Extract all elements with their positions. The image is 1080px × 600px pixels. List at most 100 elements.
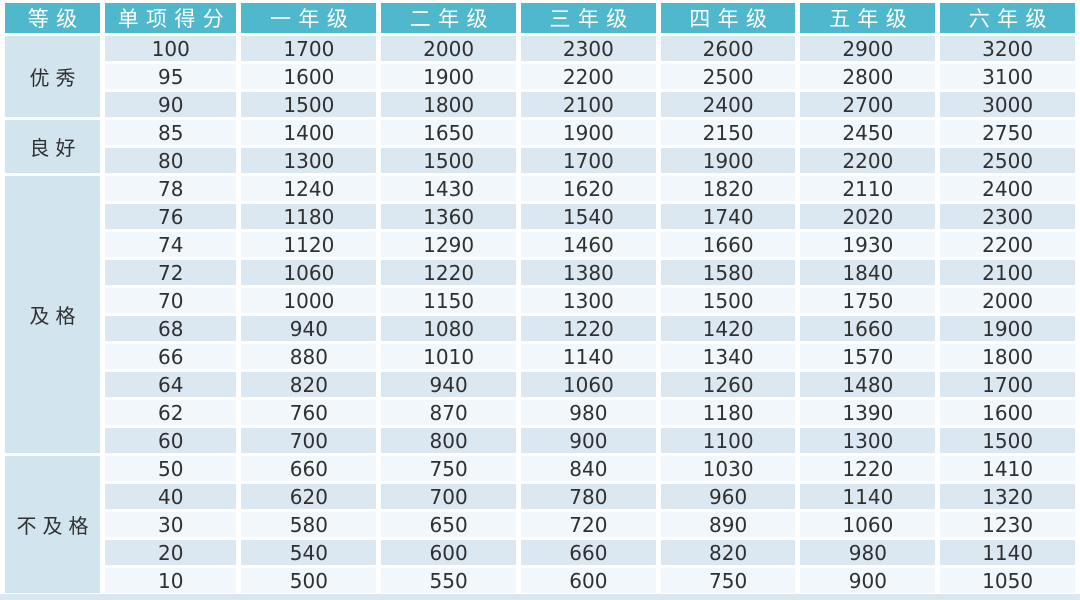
score-cell: 72 bbox=[99, 257, 242, 288]
table-row: 72 1060 1220 1380 1580 1840 2100 bbox=[3, 257, 1080, 288]
value-cell: 840 bbox=[515, 453, 661, 484]
value-cell: 1320 bbox=[935, 481, 1080, 512]
column-header-2: 单项得分 bbox=[99, 0, 242, 36]
grade-level-cell: 及格 bbox=[0, 173, 105, 456]
value-cell: 800 bbox=[376, 425, 521, 456]
score-cell: 90 bbox=[99, 89, 242, 120]
table-row: 66 880 1010 1140 1340 1570 1800 bbox=[3, 341, 1080, 372]
value-cell: 1140 bbox=[935, 537, 1080, 568]
value-cell: 1500 bbox=[935, 425, 1080, 456]
value-cell: 1600 bbox=[935, 397, 1080, 428]
value-cell: 3100 bbox=[935, 61, 1080, 92]
score-cell: 10 bbox=[99, 565, 242, 596]
score-cell: 40 bbox=[99, 481, 242, 512]
table-row: 不及格 50 660 750 840 1030 1220 1410 bbox=[0, 453, 1080, 596]
value-cell: 2200 bbox=[935, 229, 1080, 260]
score-cell: 76 bbox=[99, 201, 242, 232]
value-cell: 2750 bbox=[935, 117, 1080, 148]
score-cell: 62 bbox=[99, 397, 242, 428]
value-cell: 2800 bbox=[795, 61, 941, 92]
value-cell: 1180 bbox=[236, 201, 382, 232]
value-cell: 1100 bbox=[655, 425, 801, 456]
value-cell: 760 bbox=[236, 397, 382, 428]
value-cell: 2100 bbox=[935, 257, 1080, 288]
value-cell: 1900 bbox=[515, 117, 661, 148]
value-cell: 1900 bbox=[655, 145, 801, 176]
value-cell: 2400 bbox=[935, 173, 1080, 204]
value-cell: 1740 bbox=[655, 201, 801, 232]
value-cell: 1300 bbox=[236, 145, 382, 176]
value-cell: 1650 bbox=[376, 117, 521, 148]
value-cell: 1220 bbox=[515, 313, 661, 344]
table-row: 70 1000 1150 1300 1500 1750 2000 bbox=[3, 285, 1080, 316]
score-cell: 74 bbox=[99, 229, 242, 260]
value-cell: 600 bbox=[376, 537, 521, 568]
value-cell: 3200 bbox=[935, 33, 1080, 64]
value-cell: 700 bbox=[376, 481, 521, 512]
score-cell: 70 bbox=[99, 285, 242, 316]
table-row: 68 940 1080 1220 1420 1660 1900 bbox=[3, 313, 1080, 344]
value-cell: 1930 bbox=[795, 229, 941, 260]
table-row: 及格 78 1240 1430 1620 1820 2110 2400 bbox=[0, 173, 1080, 456]
table-row: 74 1120 1290 1460 1660 1930 2200 bbox=[3, 229, 1080, 260]
value-cell: 2150 bbox=[655, 117, 801, 148]
table-row: 95 1600 1900 2200 2500 2800 3100 bbox=[3, 61, 1080, 92]
value-cell: 2000 bbox=[376, 33, 521, 64]
score-cell: 68 bbox=[99, 313, 242, 344]
grade-level-cell: 优秀 bbox=[0, 33, 105, 120]
value-cell: 1660 bbox=[655, 229, 801, 260]
value-cell: 780 bbox=[515, 481, 661, 512]
value-cell: 1260 bbox=[655, 369, 801, 400]
value-cell: 600 bbox=[515, 565, 661, 596]
column-header-6: 四年级 bbox=[655, 0, 801, 36]
value-cell: 2700 bbox=[795, 89, 941, 120]
column-header-3: 一年级 bbox=[236, 0, 382, 36]
value-cell: 2300 bbox=[515, 33, 661, 64]
value-cell: 1600 bbox=[236, 61, 382, 92]
table-body: 优秀 100 1700 2000 2300 2600 2900 3200 95 1600 1900 2… bbox=[0, 33, 1080, 596]
value-cell: 1290 bbox=[376, 229, 521, 260]
value-cell: 1060 bbox=[515, 369, 661, 400]
value-cell: 750 bbox=[655, 565, 801, 596]
value-cell: 1080 bbox=[376, 313, 521, 344]
value-cell: 1500 bbox=[655, 285, 801, 316]
column-header-7: 五年级 bbox=[795, 0, 941, 36]
value-cell: 1900 bbox=[376, 61, 521, 92]
value-cell: 900 bbox=[795, 565, 941, 596]
score-cell: 20 bbox=[99, 537, 242, 568]
value-cell: 1220 bbox=[376, 257, 521, 288]
value-cell: 980 bbox=[515, 397, 661, 428]
score-cell: 80 bbox=[99, 145, 242, 176]
value-cell: 1430 bbox=[376, 173, 521, 204]
value-cell: 580 bbox=[236, 509, 382, 540]
value-cell: 1060 bbox=[236, 257, 382, 288]
value-cell: 1700 bbox=[236, 33, 382, 64]
value-cell: 820 bbox=[236, 369, 382, 400]
value-cell: 880 bbox=[236, 341, 382, 372]
value-cell: 1410 bbox=[935, 453, 1080, 484]
table-row: 10 500 550 600 750 900 1050 bbox=[3, 565, 1080, 596]
value-cell: 1540 bbox=[515, 201, 661, 232]
value-cell: 2300 bbox=[935, 201, 1080, 232]
value-cell: 1700 bbox=[935, 369, 1080, 400]
value-cell: 1140 bbox=[795, 481, 941, 512]
table-row: 40 620 700 780 960 1140 1320 bbox=[3, 481, 1080, 512]
value-cell: 2110 bbox=[795, 173, 941, 204]
value-cell: 1800 bbox=[935, 341, 1080, 372]
score-cell: 60 bbox=[99, 425, 242, 456]
value-cell: 1800 bbox=[376, 89, 521, 120]
value-cell: 1120 bbox=[236, 229, 382, 260]
value-cell: 1340 bbox=[655, 341, 801, 372]
score-cell: 95 bbox=[99, 61, 242, 92]
score-cell: 78 bbox=[99, 173, 242, 204]
table-bottom-strip bbox=[0, 594, 1080, 600]
score-cell: 100 bbox=[99, 33, 242, 64]
value-cell: 1460 bbox=[515, 229, 661, 260]
column-header-1: 等级 bbox=[0, 0, 105, 36]
value-cell: 1500 bbox=[376, 145, 521, 176]
value-cell: 1400 bbox=[236, 117, 382, 148]
value-cell: 1010 bbox=[376, 341, 521, 372]
value-cell: 890 bbox=[655, 509, 801, 540]
